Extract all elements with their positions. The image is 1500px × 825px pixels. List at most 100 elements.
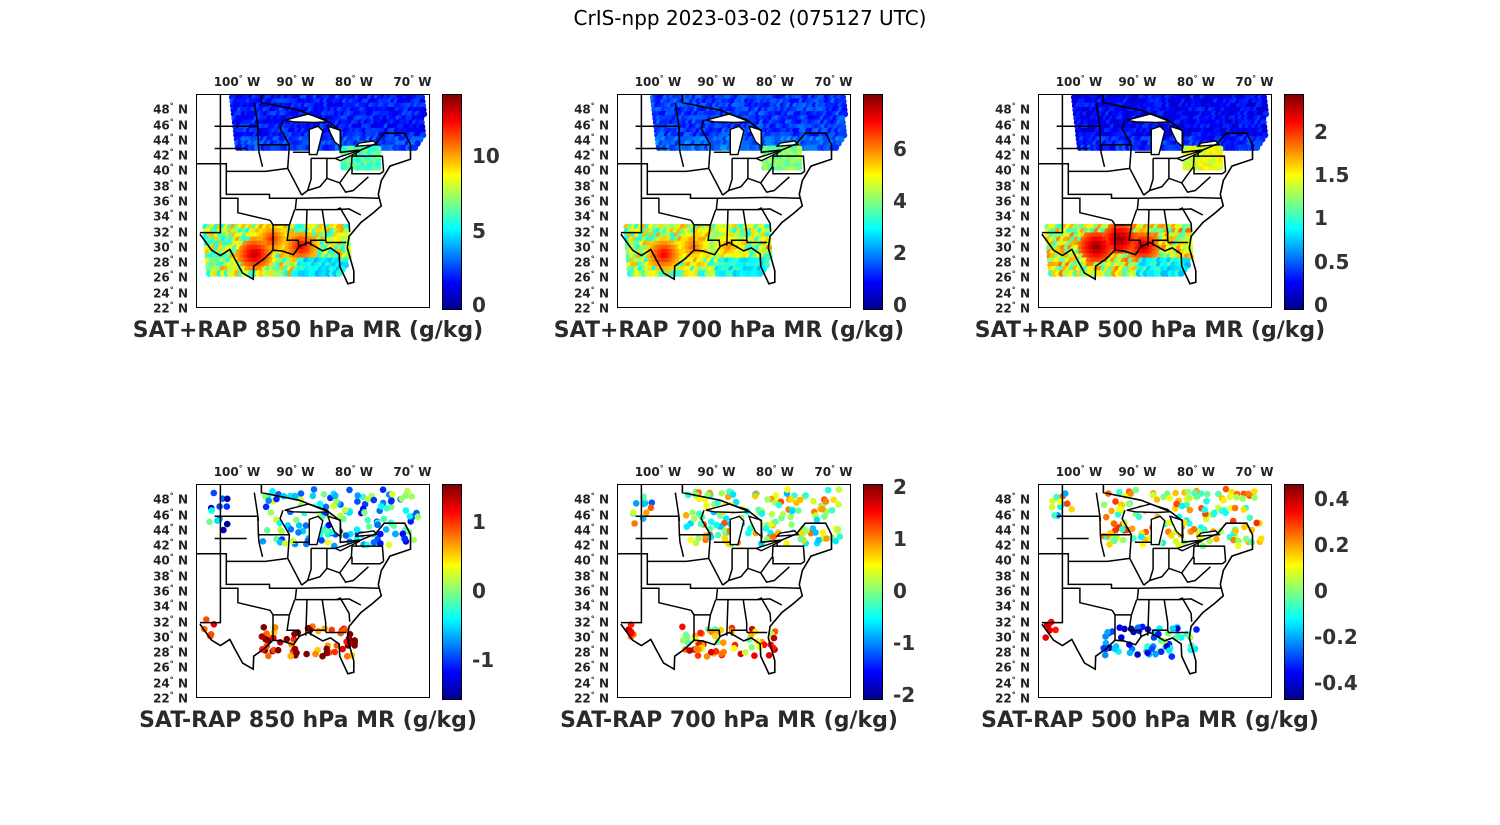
state-border <box>1041 95 1064 234</box>
lon-tick-label: 90° W <box>1118 464 1157 479</box>
data-point <box>1135 513 1143 521</box>
data-point <box>383 505 390 512</box>
state-border <box>257 534 264 557</box>
lat-tick-label: 24° N <box>153 285 188 301</box>
state-border <box>777 155 806 172</box>
data-point <box>343 653 351 660</box>
data-point <box>364 516 371 524</box>
state-border <box>745 630 768 634</box>
lat-tick-label: 38° N <box>153 568 188 584</box>
lat-tick-label: 32° N <box>153 614 188 630</box>
data-point <box>1049 497 1056 505</box>
data-point <box>692 539 700 547</box>
data-point <box>265 652 272 660</box>
lat-tick-label: 36° N <box>153 583 188 599</box>
lat-tick-label: 30° N <box>995 239 1030 255</box>
colorbar-tick-label: 6 <box>893 137 907 161</box>
data-point <box>323 649 331 657</box>
state-border <box>620 95 643 234</box>
panel-title: SAT+RAP 850 hPa MR (g/kg) <box>132 318 484 343</box>
data-point <box>265 497 272 504</box>
data-point <box>1126 649 1134 657</box>
lat-tick-label: 30° N <box>153 239 188 255</box>
colorbar-tick-label: 2 <box>893 475 907 499</box>
data-point <box>302 522 310 529</box>
state-border <box>299 586 380 589</box>
data-point <box>718 650 725 658</box>
colorbar-tick-label: 0 <box>893 293 907 317</box>
state-border <box>641 197 692 222</box>
state-border <box>1141 196 1222 199</box>
data-point <box>1111 537 1118 545</box>
data-point <box>1222 509 1229 516</box>
lat-tick-label: 28° N <box>153 254 188 270</box>
data-point <box>380 515 387 523</box>
lat-tick-label: 32° N <box>574 614 609 630</box>
lat-tick-label: 22° N <box>574 300 609 316</box>
data-point <box>693 645 700 653</box>
lat-tick-label: 42° N <box>574 537 609 553</box>
data-point <box>210 489 218 497</box>
data-point <box>258 633 266 640</box>
data-point <box>1201 506 1209 514</box>
lat-tick-label: 42° N <box>574 147 609 163</box>
data-point <box>632 500 640 507</box>
colorbar-tick-label: 1 <box>472 509 486 534</box>
lat-tick-label: 24° N <box>153 675 188 691</box>
data-point <box>1061 490 1069 497</box>
data-point <box>324 539 331 546</box>
coastline <box>1041 95 1254 285</box>
data-point <box>291 645 299 653</box>
state-border <box>1151 209 1169 246</box>
data-point <box>377 503 385 510</box>
state-border <box>757 207 772 232</box>
data-point <box>788 521 795 528</box>
lake-outline <box>729 125 745 156</box>
data-point <box>813 516 821 524</box>
data-point <box>751 492 759 500</box>
lat-tick-label: 40° N <box>153 162 188 178</box>
state-border <box>635 125 711 146</box>
state-border <box>1166 240 1189 244</box>
lat-tick-label: 44° N <box>995 522 1030 538</box>
data-point <box>1230 536 1237 544</box>
lat-tick-label: 36° N <box>574 193 609 209</box>
lat-tick-label: 40° N <box>153 552 188 568</box>
observation-points <box>625 486 844 660</box>
data-point <box>694 652 702 659</box>
lon-tick-label: 90° W <box>697 74 736 89</box>
data-point <box>223 520 231 528</box>
data-point <box>832 144 840 151</box>
data-point <box>704 491 711 499</box>
data-point <box>354 498 361 505</box>
lat-tick-label: 44° N <box>153 522 188 538</box>
map-panel: 100° W 90° W 80° W 70° W 48° N 46° N 44° N 42° … <box>549 454 915 754</box>
data-point <box>1160 493 1167 501</box>
data-point <box>1213 535 1220 543</box>
state-border <box>253 102 260 131</box>
data-point <box>702 532 709 540</box>
state-border <box>747 546 774 574</box>
state-border <box>1137 208 1204 216</box>
state-border <box>351 556 385 565</box>
data-point <box>203 616 210 623</box>
data-point <box>281 540 289 547</box>
data-point <box>1217 145 1224 152</box>
data-point <box>1178 502 1186 510</box>
data-point <box>682 512 690 519</box>
state-border <box>214 515 290 536</box>
data-point <box>303 650 310 658</box>
data-point <box>628 629 635 637</box>
state-border <box>309 599 327 636</box>
state-border <box>700 509 724 586</box>
lat-tick-label: 38° N <box>153 178 188 194</box>
colorbar-tick-label: 1 <box>893 527 907 551</box>
lon-tick-label: 100° W <box>213 464 261 479</box>
state-border <box>1095 102 1102 131</box>
data-point <box>389 490 396 498</box>
lat-tick-label: 32° N <box>995 614 1030 630</box>
data-point <box>1116 488 1123 496</box>
state-border <box>257 144 264 167</box>
lat-tick-label: 30° N <box>574 629 609 645</box>
colorbar-tick-label: 0.5 <box>1314 249 1350 274</box>
